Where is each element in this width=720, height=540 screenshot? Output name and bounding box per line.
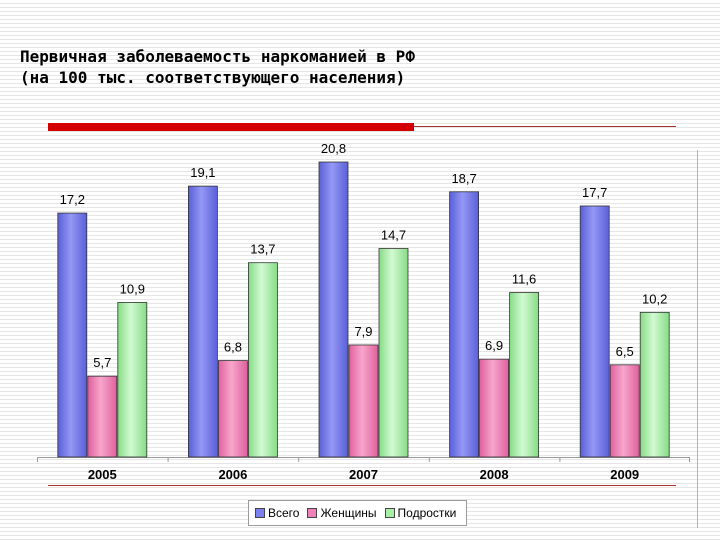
legend-item-teens: Подростки xyxy=(384,506,457,520)
slide-side-line xyxy=(697,150,698,528)
title-accent-bar xyxy=(48,123,414,131)
data-label-teens-2008: 11,6 xyxy=(512,271,536,286)
legend-swatch-total xyxy=(255,508,265,518)
legend-label-total: Всего xyxy=(268,506,300,520)
legend-swatch-women xyxy=(307,508,318,518)
bar-teens-2007 xyxy=(378,248,409,458)
legend-label-teens: Подростки xyxy=(397,506,457,520)
bar-total-2007 xyxy=(318,161,349,458)
data-label-total-2007: 20,8 xyxy=(321,141,346,156)
bar-women-2005 xyxy=(87,375,118,458)
legend-label-women: Женщины xyxy=(320,506,377,520)
chart-legend: Всего Женщины Подростки xyxy=(248,500,468,526)
data-label-women-2008: 6,9 xyxy=(485,338,503,353)
data-label-total-2008: 18,7 xyxy=(451,171,476,186)
bar-teens-2005 xyxy=(117,302,148,458)
bar-women-2008 xyxy=(479,358,510,458)
x-tick-label-2009: 2009 xyxy=(610,467,639,482)
x-tick-label-2006: 2006 xyxy=(218,467,247,482)
data-label-women-2005: 5,7 xyxy=(93,355,111,370)
data-label-total-2005: 17,2 xyxy=(60,192,85,207)
x-tick-label-2007: 2007 xyxy=(349,467,378,482)
bar-teens-2008 xyxy=(509,292,540,458)
x-tick-label-2005: 2005 xyxy=(88,467,117,482)
data-label-teens-2006: 13,7 xyxy=(250,242,275,257)
bar-women-2009 xyxy=(609,364,640,458)
bar-total-2005 xyxy=(57,212,88,458)
chart-bottom-rule xyxy=(48,485,676,486)
legend-item-total: Всего xyxy=(255,506,299,520)
title-accent-line xyxy=(414,126,676,127)
chart-title-line1: Первичная заболеваемость наркоманией в Р… xyxy=(20,47,415,66)
data-label-total-2009: 17,7 xyxy=(582,185,607,200)
data-label-teens-2005: 10,9 xyxy=(120,281,145,296)
legend-swatch-teens xyxy=(384,508,395,518)
data-label-total-2006: 19,1 xyxy=(190,165,215,180)
chart-title: Первичная заболеваемость наркоманией в Р… xyxy=(20,46,415,88)
data-label-teens-2007: 14,7 xyxy=(381,228,406,243)
bar-total-2009 xyxy=(579,205,610,458)
data-label-teens-2009: 10,2 xyxy=(642,291,667,306)
bar-women-2006 xyxy=(217,360,248,458)
bar-total-2008 xyxy=(449,191,480,458)
legend-item-women: Женщины xyxy=(307,506,377,520)
chart-title-line2: (на 100 тыс. соответствующего населения) xyxy=(20,68,406,87)
data-label-women-2006: 6,8 xyxy=(224,340,242,355)
data-label-women-2007: 7,9 xyxy=(354,324,372,339)
bar-total-2006 xyxy=(187,185,218,458)
bar-teens-2009 xyxy=(639,311,670,458)
bar-teens-2006 xyxy=(247,262,278,458)
data-label-women-2009: 6,5 xyxy=(616,344,634,359)
x-tick-label-2008: 2008 xyxy=(480,467,509,482)
bar-women-2007 xyxy=(348,344,379,458)
